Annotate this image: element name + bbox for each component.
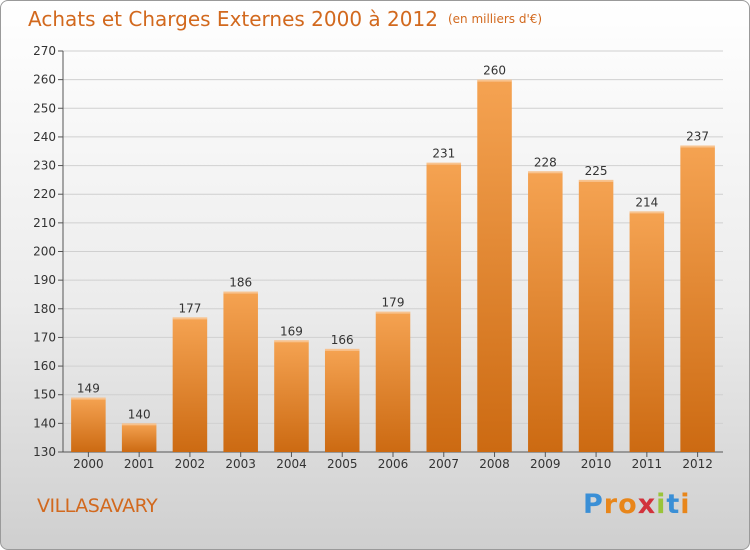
logo-letter: x — [637, 489, 657, 520]
bar-2010 — [578, 179, 614, 452]
y-tick-label: 170 — [33, 330, 56, 344]
y-tick-label: 210 — [33, 216, 56, 230]
bar-2009 — [528, 171, 563, 453]
data-label-2000: 149 — [77, 382, 100, 396]
data-label-2006: 179 — [382, 296, 405, 310]
y-tick-labels: 130 140 150 160 170 180 190 200 210 220 230 240 250 2… — [33, 44, 56, 459]
x-tick-label-2006: 2006 — [378, 457, 409, 471]
x-tick-label-2010: 2010 — [581, 457, 612, 471]
x-tick-label-2000: 2000 — [73, 457, 104, 471]
x-tick-label-2003: 2003 — [225, 457, 256, 471]
bar-highlight — [680, 145, 715, 148]
logo-letter: P — [583, 489, 604, 520]
location-label: VILLASAVARY — [37, 495, 158, 517]
bar-2008 — [477, 79, 512, 453]
bar-highlight — [629, 211, 665, 214]
bar-2004 — [274, 340, 309, 452]
bar-2002 — [172, 317, 208, 452]
y-tick-label: 160 — [33, 359, 56, 373]
data-label-2004: 169 — [280, 324, 303, 338]
bar-highlight — [324, 348, 360, 351]
bar-highlight — [477, 79, 512, 82]
bar-highlight — [528, 171, 563, 174]
logo-letter: t — [666, 489, 681, 520]
bar-2012 — [680, 145, 715, 452]
data-label-2007: 231 — [432, 147, 455, 161]
x-tick-label-2007: 2007 — [428, 457, 459, 471]
y-tick-label: 270 — [33, 44, 56, 58]
data-label-2005: 166 — [331, 333, 354, 347]
bar-2000 — [71, 397, 106, 452]
bar-highlight — [426, 162, 462, 165]
bar-highlight — [172, 317, 208, 320]
logo-letter: i — [680, 489, 691, 520]
y-tick-label: 130 — [33, 445, 56, 459]
chart-title-text: Achats et Charges Externes 2000 à 2012 — [28, 7, 438, 31]
data-labels: 149 140 177 186 169 166 179 231 260 228 225 214 237 — [77, 64, 709, 422]
bar-2001 — [121, 423, 157, 452]
data-label-2003: 186 — [229, 276, 252, 290]
logo-letter: o — [618, 489, 638, 520]
bar-2006 — [375, 311, 411, 452]
logo-letter: i — [656, 489, 667, 520]
data-label-2002: 177 — [178, 301, 201, 315]
bar-highlight — [71, 397, 106, 400]
bar-2005 — [324, 348, 360, 452]
y-tick-label: 190 — [33, 273, 56, 287]
chart-title: Achats et Charges Externes 2000 à 2012 (e… — [28, 7, 542, 31]
proxiti-logo[interactable]: Proxiti — [583, 489, 691, 520]
x-tick-label-2009: 2009 — [530, 457, 561, 471]
y-tick-label: 220 — [33, 187, 56, 201]
y-tick-label: 180 — [33, 302, 56, 316]
y-tick-label: 260 — [33, 73, 56, 87]
bar-highlight — [223, 291, 258, 294]
x-tick-label-2011: 2011 — [632, 457, 663, 471]
y-tick-label: 200 — [33, 245, 56, 259]
x-tick-labels: 2000 2001 2002 2003 2004 2005 2006 2007 2008 2009… — [73, 457, 713, 471]
data-label-2011: 214 — [635, 195, 658, 209]
data-label-2012: 237 — [686, 130, 709, 144]
bar-2003 — [223, 291, 258, 452]
data-label-2009: 228 — [534, 155, 557, 169]
bar-2007 — [426, 162, 462, 452]
x-tick-label-2004: 2004 — [276, 457, 307, 471]
x-tick-label-2001: 2001 — [124, 457, 155, 471]
x-tick-label-2008: 2008 — [479, 457, 510, 471]
y-tick-label: 150 — [33, 388, 56, 402]
data-label-2008: 260 — [483, 64, 506, 78]
bar-highlight — [121, 423, 157, 426]
logo-letter: r — [603, 489, 619, 520]
bar-highlight — [274, 340, 309, 343]
x-tick-label-2002: 2002 — [175, 457, 206, 471]
x-tick-label-2005: 2005 — [327, 457, 358, 471]
bar-highlight — [375, 311, 411, 314]
y-tick-label: 250 — [33, 101, 56, 115]
x-tick-label-2012: 2012 — [682, 457, 713, 471]
bar-2011 — [629, 211, 665, 452]
data-label-2001: 140 — [128, 407, 151, 421]
data-label-2010: 225 — [585, 164, 608, 178]
bars — [71, 79, 715, 453]
chart-subtitle: (en milliers d'€) — [447, 12, 543, 26]
y-tick-label: 230 — [33, 159, 56, 173]
y-tick-label: 140 — [33, 416, 56, 430]
bar-highlight — [578, 179, 614, 182]
y-tick-label: 240 — [33, 130, 56, 144]
